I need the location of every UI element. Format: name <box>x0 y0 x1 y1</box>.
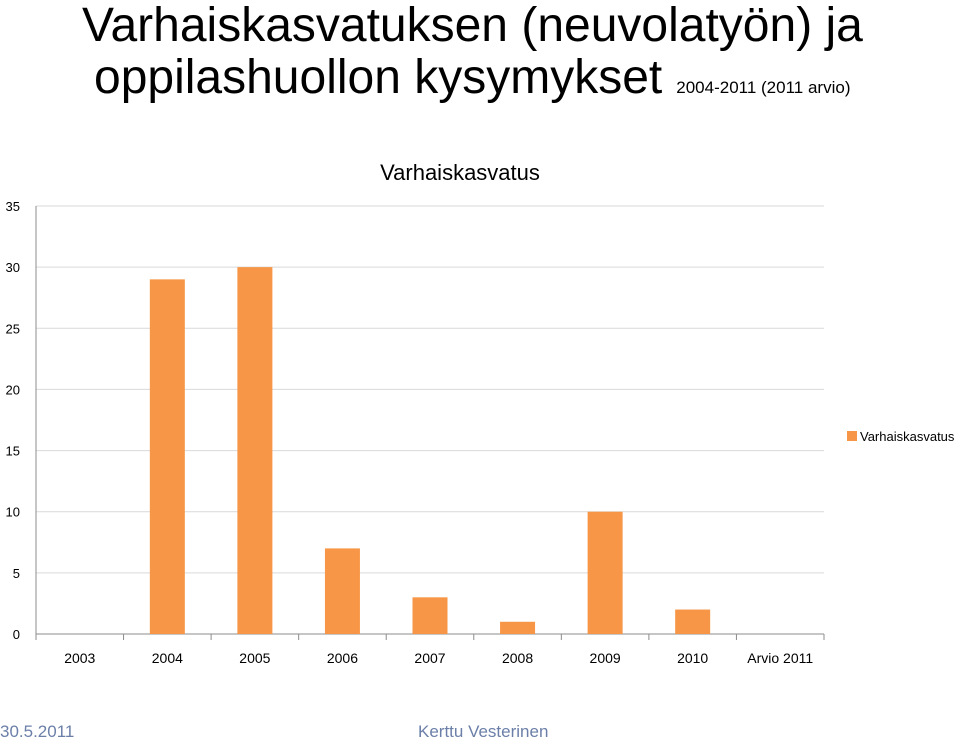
bar <box>324 548 360 634</box>
y-tick-label: 0 <box>13 627 20 642</box>
bar <box>237 267 273 634</box>
x-tick-label: 2008 <box>502 650 533 666</box>
x-tick-label: 2006 <box>327 650 358 666</box>
bar <box>587 511 623 634</box>
bar <box>500 621 536 634</box>
legend-swatch <box>847 431 857 441</box>
slide-title-line-1: Varhaiskasvatuksen (neuvolatyön) ja <box>82 0 863 52</box>
y-tick-label: 25 <box>6 321 20 336</box>
legend-label: Varhaiskasvatus <box>860 429 955 444</box>
slide-title: Varhaiskasvatuksen (neuvolatyön) ja oppi… <box>82 0 952 114</box>
x-tick-label: 2007 <box>414 650 445 666</box>
y-tick-label: 35 <box>6 199 20 214</box>
x-tick-label: 2009 <box>590 650 621 666</box>
chart-title: Varhaiskasvatus <box>380 160 540 185</box>
x-tick-label: 2004 <box>152 650 183 666</box>
footer-author: Kerttu Vesterinen <box>418 722 549 741</box>
y-tick-label: 30 <box>6 260 20 275</box>
bar <box>675 609 711 634</box>
slide-subtitle: 2004-2011 (2011 arvio) <box>676 78 851 97</box>
footer-date: 30.5.2011 <box>0 722 75 741</box>
y-tick-label: 20 <box>6 382 20 397</box>
x-tick-label: 2005 <box>239 650 270 666</box>
x-tick-label: Arvio 2011 <box>747 650 813 666</box>
y-tick-label: 15 <box>6 444 20 459</box>
bar <box>149 279 185 634</box>
bar <box>412 597 448 634</box>
slide-title-line-2-text: oppilashuollon kysymykset <box>94 51 663 104</box>
y-tick-label: 10 <box>6 505 20 520</box>
x-tick-label: 2010 <box>677 650 708 666</box>
y-tick-label: 5 <box>13 566 20 581</box>
x-tick-label: 2003 <box>64 650 95 666</box>
slide-title-line-2: oppilashuollon kysymykset 2004-2011 (2011… <box>82 52 952 114</box>
